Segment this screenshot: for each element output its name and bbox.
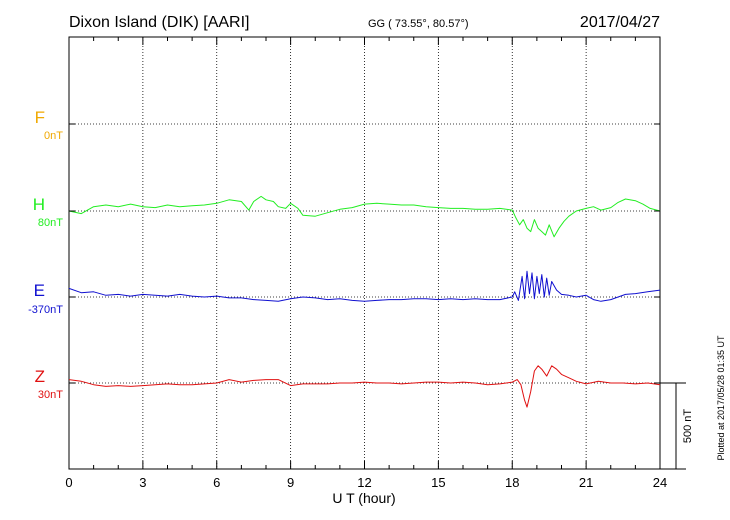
channel-name-h: H (33, 195, 45, 214)
channel-name-f: F (35, 108, 45, 127)
x-tick-label: 0 (65, 475, 72, 490)
date-label: 2017/04/27 (580, 14, 660, 31)
channel-labels: F 0nT H 80nT E -370nT Z 30nT (28, 108, 63, 401)
scale-label: 500 nT (682, 409, 694, 444)
x-tick-label: 18 (505, 475, 519, 490)
plotted-timestamp: Plotted at 2017/05/28 01:35 UT (716, 335, 726, 461)
grid (69, 37, 660, 469)
x-axis: 0 3 6 9 12 15 18 21 24 (65, 37, 667, 490)
x-tick-label: 21 (579, 475, 593, 490)
channel-name-e: E (34, 281, 45, 300)
series-line-e (68, 270, 661, 302)
channel-baseline-e: -370nT (28, 304, 63, 316)
geo-coordinates: GG ( 73.55°, 80.57°) (368, 18, 469, 30)
series-line-h (68, 195, 661, 238)
x-tick-label: 6 (213, 475, 220, 490)
channel-baseline-z: 30nT (38, 389, 63, 401)
x-tick-label: 12 (357, 475, 371, 490)
x-tick-label: 3 (139, 475, 146, 490)
x-tick-label: 15 (431, 475, 445, 490)
x-tick-label: 24 (653, 475, 667, 490)
series-group (68, 195, 661, 408)
scale-bar: 500 nT (660, 382, 694, 470)
channel-baseline-h: 80nT (38, 217, 63, 229)
x-tick-label: 9 (287, 475, 294, 490)
channel-name-z: Z (35, 367, 45, 386)
station-title: Dixon Island (DIK) [AARI] (69, 14, 250, 31)
channel-baseline-f: 0nT (44, 130, 63, 142)
x-axis-label: U T (hour) (332, 490, 395, 506)
series-line-z (68, 365, 661, 408)
